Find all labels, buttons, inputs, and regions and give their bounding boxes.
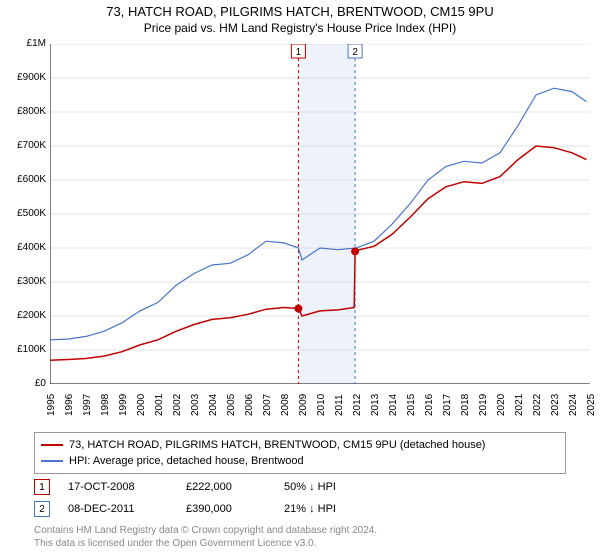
- x-tick-label: 2011: [334, 394, 345, 416]
- x-tick-label: 2007: [262, 394, 273, 416]
- marker-note: 21% ↓ HPI: [284, 503, 336, 515]
- legend-label: HPI: Average price, detached house, Bren…: [69, 455, 304, 467]
- y-tick-label: £0: [6, 378, 46, 389]
- x-tick-label: 2002: [172, 394, 183, 416]
- x-tick-label: 2017: [442, 394, 453, 416]
- marker-row: 2 08-DEC-2011 £390,000 21% ↓ HPI: [34, 498, 336, 520]
- marker-date: 08-DEC-2011: [68, 503, 168, 515]
- x-tick-label: 1996: [64, 394, 75, 416]
- x-tick-label: 2021: [514, 394, 525, 416]
- legend: 73, HATCH ROAD, PILGRIMS HATCH, BRENTWOO…: [34, 432, 566, 474]
- x-tick-label: 2004: [208, 394, 219, 416]
- x-tick-label: 2010: [316, 394, 327, 416]
- y-tick-label: £500K: [6, 208, 46, 219]
- x-tick-label: 2022: [532, 394, 543, 416]
- x-tick-label: 2016: [424, 394, 435, 416]
- y-tick-label: £300K: [6, 276, 46, 287]
- credits-line-2: This data is licensed under the Open Gov…: [34, 537, 377, 550]
- x-tick-label: 2024: [568, 394, 579, 416]
- marker-row: 1 17-OCT-2008 £222,000 50% ↓ HPI: [34, 476, 336, 498]
- x-tick-label: 2023: [550, 394, 561, 416]
- x-tick-label: 1997: [82, 394, 93, 416]
- x-tick-label: 1999: [118, 394, 129, 416]
- legend-label: 73, HATCH ROAD, PILGRIMS HATCH, BRENTWOO…: [69, 439, 485, 451]
- page-subtitle: Price paid vs. HM Land Registry's House …: [0, 21, 600, 35]
- y-tick-label: £200K: [6, 310, 46, 321]
- credits: Contains HM Land Registry data © Crown c…: [34, 524, 377, 550]
- price-chart: 12: [50, 44, 590, 384]
- x-tick-label: 2020: [496, 394, 507, 416]
- marker-price: £390,000: [186, 503, 266, 515]
- y-tick-label: £100K: [6, 344, 46, 355]
- x-tick-label: 1998: [100, 394, 111, 416]
- marker-id-box: 2: [34, 501, 50, 517]
- legend-item: 73, HATCH ROAD, PILGRIMS HATCH, BRENTWOO…: [41, 437, 559, 453]
- y-tick-label: £1M: [6, 38, 46, 49]
- credits-line-1: Contains HM Land Registry data © Crown c…: [34, 524, 377, 537]
- y-tick-label: £600K: [6, 174, 46, 185]
- x-tick-label: 2000: [136, 394, 147, 416]
- x-tick-label: 2003: [190, 394, 201, 416]
- x-tick-label: 2015: [406, 394, 417, 416]
- legend-swatch: [41, 444, 63, 446]
- x-tick-label: 2012: [352, 394, 363, 416]
- svg-text:2: 2: [352, 47, 358, 58]
- marker-id-box: 1: [34, 479, 50, 495]
- x-tick-label: 2008: [280, 394, 291, 416]
- legend-item: HPI: Average price, detached house, Bren…: [41, 453, 559, 469]
- y-tick-label: £900K: [6, 72, 46, 83]
- svg-text:1: 1: [296, 47, 302, 58]
- x-tick-label: 2009: [298, 394, 309, 416]
- page-title: 73, HATCH ROAD, PILGRIMS HATCH, BRENTWOO…: [0, 4, 600, 19]
- x-tick-label: 2006: [244, 394, 255, 416]
- x-tick-label: 2025: [586, 394, 597, 416]
- marker-table: 1 17-OCT-2008 £222,000 50% ↓ HPI 2 08-DEC-201…: [34, 476, 336, 520]
- marker-price: £222,000: [186, 481, 266, 493]
- x-tick-label: 2013: [370, 394, 381, 416]
- y-tick-label: £800K: [6, 106, 46, 117]
- x-tick-label: 1995: [46, 394, 57, 416]
- x-axis-labels: 1995199619971998199920002001200220032004…: [50, 386, 590, 426]
- y-tick-label: £400K: [6, 242, 46, 253]
- x-tick-label: 2005: [226, 394, 237, 416]
- y-tick-label: £700K: [6, 140, 46, 151]
- marker-note: 50% ↓ HPI: [284, 481, 336, 493]
- x-tick-label: 2018: [460, 394, 471, 416]
- legend-swatch: [41, 460, 63, 462]
- x-tick-label: 2019: [478, 394, 489, 416]
- x-tick-label: 2014: [388, 394, 399, 416]
- x-tick-label: 2001: [154, 394, 165, 416]
- marker-date: 17-OCT-2008: [68, 481, 168, 493]
